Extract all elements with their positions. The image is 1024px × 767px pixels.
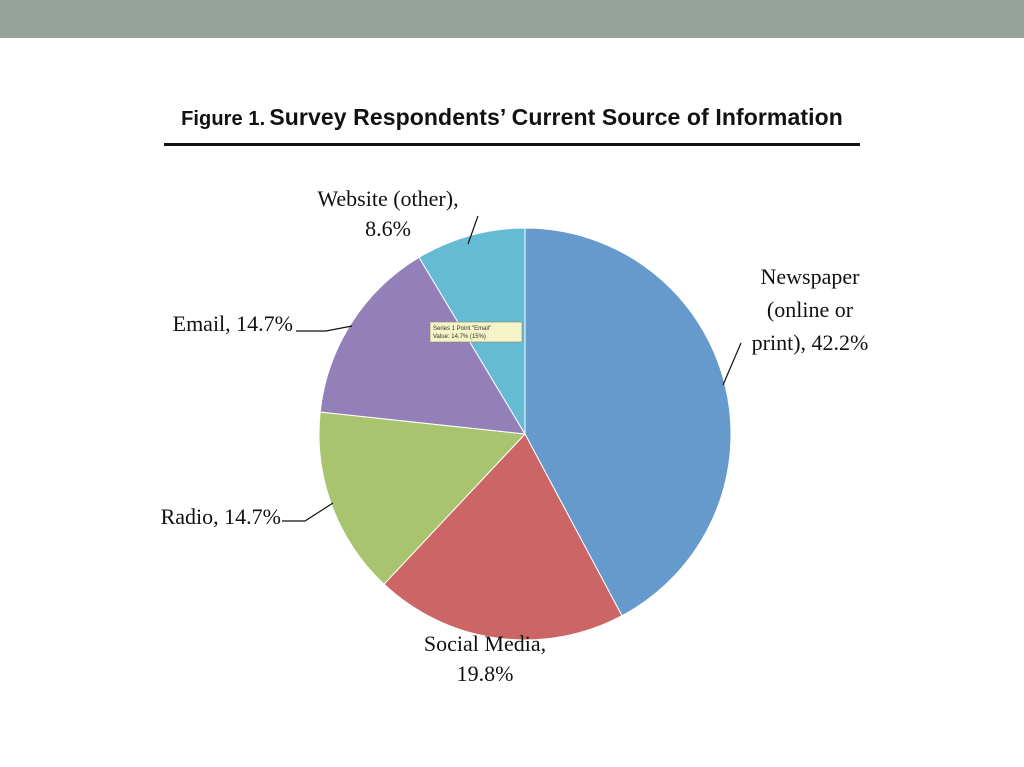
slice-label-line: 8.6%: [365, 216, 411, 241]
slice-label-line: Website (other),: [317, 186, 458, 211]
slice-label-line: Newspaper: [761, 264, 861, 289]
slice-label-line: Email, 14.7%: [173, 311, 293, 336]
figure-label: Figure 1.: [181, 108, 266, 130]
slice-label-line: Radio, 14.7%: [161, 504, 281, 529]
tooltip-box: [429, 321, 523, 343]
pie-slice-radio: [318, 411, 527, 585]
leader-line: [296, 325, 353, 332]
tooltip-text: Series 1 Point "Email": [433, 326, 491, 332]
slice-label: Website (other), 8.6%: [317, 186, 458, 241]
slice-label-line: print), 42.2%: [752, 330, 869, 355]
leader-line: [467, 215, 479, 245]
slice-label-line: 19.8%: [457, 661, 514, 686]
pie-slices: [318, 227, 732, 641]
slice-labels: Newspaper (online or print), 42.2% Social M…: [161, 186, 869, 686]
slice-label: Newspaper (online or print), 42.2%: [752, 264, 869, 355]
slice-label: Social Media, 19.8%: [424, 631, 546, 686]
chart-tooltip: Series 1 Point "Email" Value: 14.7% (15%): [429, 321, 523, 343]
pie-slice-newspaper-online-or-print: [524, 227, 732, 617]
figure-title-text: Survey Respondents’ Current Source of In…: [269, 104, 843, 130]
pie-slice-email: [319, 256, 526, 435]
figure-title: Figure 1. Survey Respondents’ Current Sou…: [0, 104, 1024, 131]
leader-line: [722, 342, 742, 386]
leader-line: [282, 502, 334, 522]
tooltip-text: Value: 14.7% (15%): [433, 334, 486, 340]
slice-label: Email, 14.7%: [173, 311, 293, 336]
top-bar: [0, 0, 1024, 38]
slice-label-line: Social Media,: [424, 631, 546, 656]
slice-label-line: (online or: [767, 297, 854, 322]
pie-slice-social-media: [383, 433, 623, 641]
slice-label: Radio, 14.7%: [161, 504, 281, 529]
title-underline: [164, 143, 860, 146]
leader-lines: [282, 215, 742, 522]
